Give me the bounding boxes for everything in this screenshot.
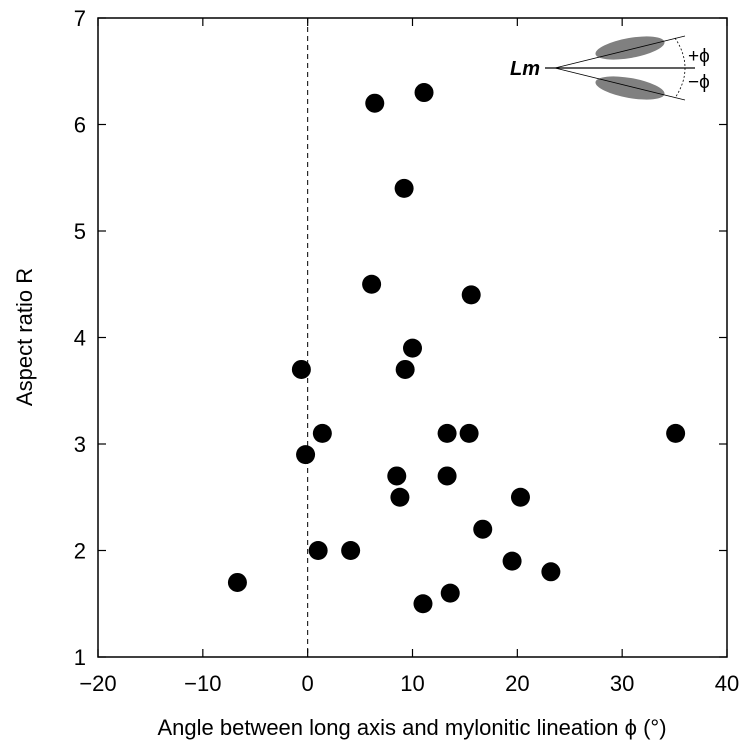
- x-tick-label: 20: [505, 671, 529, 696]
- point: [296, 445, 316, 465]
- inset-ellipse: [595, 76, 665, 100]
- point: [394, 178, 414, 198]
- point: [365, 93, 385, 113]
- x-axis-label: Angle between long axis and mylonitic li…: [157, 715, 666, 740]
- point: [459, 423, 479, 443]
- y-tick-label: 1: [74, 645, 86, 670]
- plot-frame: [97, 17, 728, 658]
- x-tick-label: 30: [610, 671, 634, 696]
- y-tick-label: 7: [74, 6, 86, 31]
- point: [437, 423, 457, 443]
- inset-label: Lm: [510, 58, 540, 80]
- point: [403, 338, 422, 358]
- point: [341, 541, 361, 560]
- x-tick-label: −20: [79, 671, 116, 696]
- inset-line: [554, 35, 686, 69]
- point: [413, 594, 433, 614]
- point: [414, 83, 434, 103]
- x-tick-label: 0: [302, 671, 314, 696]
- point: [395, 359, 415, 379]
- point: [440, 583, 460, 603]
- point: [666, 423, 686, 443]
- point: [308, 541, 328, 560]
- point: [473, 519, 493, 539]
- inset-label: +ϕ: [688, 46, 710, 67]
- point: [461, 285, 481, 305]
- inset-arc: [674, 37, 686, 99]
- point: [502, 551, 522, 571]
- point: [437, 466, 457, 486]
- y-tick-label: 5: [74, 219, 86, 244]
- point: [390, 487, 410, 507]
- point: [510, 487, 530, 507]
- point: [362, 274, 382, 294]
- point: [387, 466, 407, 486]
- y-tick-label: 4: [74, 326, 86, 351]
- inset-label: −ϕ: [688, 72, 710, 93]
- inset-ellipse: [595, 36, 665, 60]
- y-axis-label: Aspect ratio R: [12, 268, 37, 406]
- inset: Lm +ϕ −ϕ: [510, 35, 710, 101]
- inset-line: [554, 67, 686, 101]
- point: [312, 423, 332, 443]
- y-tick-label: 2: [74, 539, 86, 564]
- x-tick-label: −10: [184, 671, 221, 696]
- y-tick-label: 6: [74, 113, 86, 138]
- y-tick-label: 3: [74, 432, 86, 457]
- point: [227, 572, 247, 592]
- x-tick-label: 10: [400, 671, 424, 696]
- point: [291, 359, 311, 379]
- x-tick-label: 40: [715, 671, 739, 696]
- point: [541, 562, 561, 582]
